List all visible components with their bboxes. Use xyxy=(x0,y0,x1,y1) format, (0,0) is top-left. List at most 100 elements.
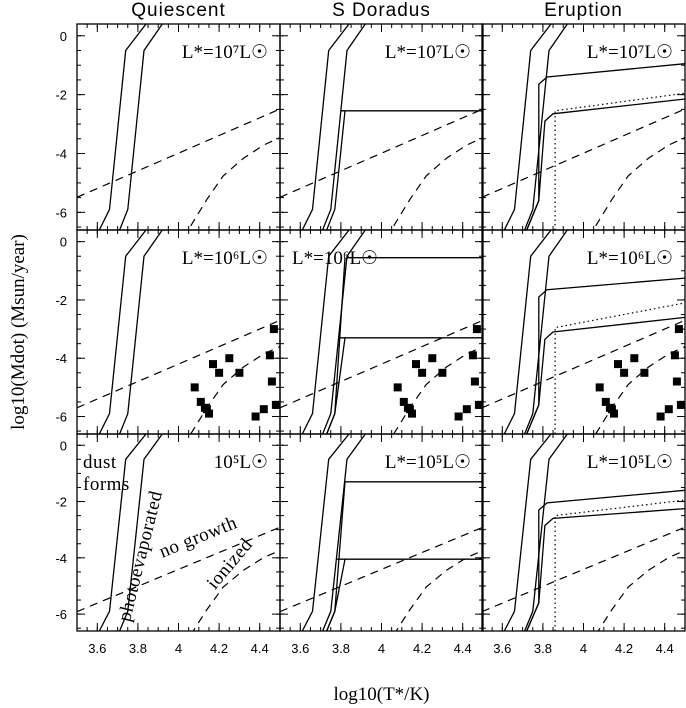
photoevap-right-line xyxy=(118,434,163,631)
photoevap-left-line xyxy=(98,434,147,631)
star-marker xyxy=(205,409,213,418)
star-marker xyxy=(269,325,278,334)
photoevap-right-line xyxy=(321,230,366,434)
star-marker xyxy=(393,383,402,392)
x-tick-label: 4.2 xyxy=(210,641,228,656)
eruption-upper-line xyxy=(526,63,685,230)
luminosity-label: L*=10⁶L☉ xyxy=(292,248,378,269)
annotation-dust: dust xyxy=(83,452,117,473)
no-growth-line xyxy=(77,319,280,409)
star-marker xyxy=(196,397,205,406)
sdor-branch-1 xyxy=(326,337,346,434)
ionized-line xyxy=(595,137,685,227)
star-marker xyxy=(462,405,471,414)
luminosity-label: L*=10⁶L☉ xyxy=(182,248,268,269)
y-tick-label: -6 xyxy=(55,607,67,622)
x-tick-label: 4.4 xyxy=(251,641,269,656)
x-tick-label: 4.2 xyxy=(615,641,633,656)
star-marker xyxy=(672,377,681,386)
panel-r2-c0: 10⁵L☉ xyxy=(76,433,281,632)
star-marker xyxy=(630,354,639,363)
luminosity-label: L*=10⁵L☉ xyxy=(587,452,673,473)
star-marker xyxy=(454,412,463,421)
x-tick-label: 3.8 xyxy=(534,641,552,656)
star-marker xyxy=(620,368,629,377)
y-tick-label: 0 xyxy=(60,438,67,453)
star-marker xyxy=(418,368,427,377)
y-tick-label: -4 xyxy=(55,551,67,566)
ionized-line xyxy=(393,346,483,434)
star-marker xyxy=(601,397,610,406)
luminosity-label: L*=10⁷L☉ xyxy=(385,42,471,63)
x-tick-label: 4 xyxy=(378,641,385,656)
photoevap-left-line xyxy=(301,434,350,631)
eruption-lower-line xyxy=(526,98,685,230)
photoevap-right-line xyxy=(523,24,568,230)
x-tick-label: 3.8 xyxy=(332,641,350,656)
star-marker xyxy=(670,351,679,360)
y-tick-label: -6 xyxy=(55,410,67,425)
x-tick-label: 4.4 xyxy=(656,641,674,656)
x-tick-label: 3.6 xyxy=(291,641,309,656)
ionized-line xyxy=(393,137,483,227)
photoevap-left-line xyxy=(98,230,147,434)
ionized-line xyxy=(395,549,483,631)
ionized-line xyxy=(597,549,685,631)
x-tick-label: 3.6 xyxy=(493,641,511,656)
no-growth-line xyxy=(280,108,483,198)
y-axis-title: log10(Mdot) (Msun/year) xyxy=(8,234,29,430)
star-marker xyxy=(428,354,437,363)
panel-r0-c1: L*=10⁷L☉ xyxy=(279,23,484,231)
eruption-lower-line xyxy=(526,316,685,434)
photoevap-left-line xyxy=(503,230,552,434)
star-marker xyxy=(674,325,683,334)
y-tick-label: -4 xyxy=(55,146,67,161)
star-marker xyxy=(225,354,234,363)
star-marker xyxy=(656,412,665,421)
ionized-line xyxy=(190,346,280,434)
no-growth-line xyxy=(280,526,483,613)
column-title-quiescent: Quiescent xyxy=(131,0,226,21)
star-marker xyxy=(472,325,481,334)
ionized-line xyxy=(595,346,685,434)
eruption-dotted-line xyxy=(554,499,685,631)
x-axis-title: log10(T*/K) xyxy=(333,684,429,705)
star-marker xyxy=(614,360,622,369)
y-tick-label: 0 xyxy=(60,29,67,44)
luminosity-label: L*=10⁷L☉ xyxy=(182,42,268,63)
luminosity-label: 10⁵L☉ xyxy=(214,452,268,473)
column-title-eruption: Eruption xyxy=(544,0,623,21)
star-marker xyxy=(405,405,414,414)
photoevap-right-line xyxy=(118,24,163,230)
x-tick-label: 4.4 xyxy=(454,641,472,656)
star-marker xyxy=(664,405,673,414)
star-marker xyxy=(607,405,616,414)
no-growth-line xyxy=(77,108,280,198)
eruption-lower-line xyxy=(526,507,685,631)
photoevap-left-line xyxy=(503,24,552,230)
panel-r0-c2: L*=10⁷L☉ xyxy=(481,23,686,231)
star-marker xyxy=(408,409,416,418)
photoevap-left-line xyxy=(98,24,147,230)
photoevap-left-line xyxy=(301,24,350,230)
x-tick-label: 4 xyxy=(175,641,182,656)
annotation-forms: forms xyxy=(83,474,130,495)
star-marker xyxy=(202,405,211,414)
photoevap-left-line xyxy=(503,434,552,631)
star-marker xyxy=(679,400,685,409)
star-marker xyxy=(640,368,649,377)
star-marker xyxy=(477,400,483,409)
photoevap-left-line xyxy=(301,230,350,434)
y-tick-label: 0 xyxy=(60,235,67,250)
eruption-upper-line xyxy=(526,277,685,434)
star-marker xyxy=(274,400,280,409)
annotation-photoevaporated: photoevaporated xyxy=(114,489,167,624)
column-title-s-doradus: S Doradus xyxy=(332,0,431,21)
panel-r1-c1: L*=10⁶L☉ xyxy=(279,229,484,435)
photoevap-right-line xyxy=(321,434,366,631)
y-tick-label: -2 xyxy=(55,88,67,103)
star-marker xyxy=(235,368,244,377)
star-marker xyxy=(610,409,618,418)
luminosity-label: L*=10⁷L☉ xyxy=(587,42,673,63)
